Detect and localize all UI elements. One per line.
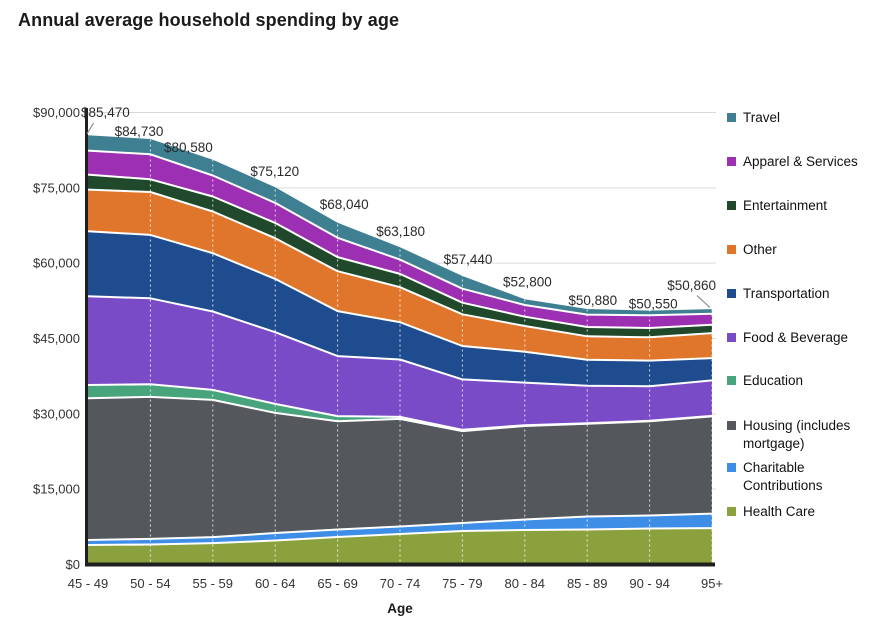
area-series-housing-includes-mortgage [88,396,712,540]
x-tick-label: 70 - 74 [380,576,420,591]
total-annotation: $50,860 [667,278,716,293]
total-annotation: $52,800 [503,274,552,289]
x-tick-label: 60 - 64 [255,576,295,591]
legend-item-education: Education [727,372,873,390]
chart-title: Annual average household spending by age [18,10,400,30]
axes [85,108,715,567]
y-tick-label: $75,000 [33,180,80,195]
legend-swatch-health-care [727,507,736,516]
legend-swatch-other [727,245,736,254]
x-axis-tick-labels: 45 - 49 50 - 54 55 - 59 60 - 64 65 - 69 70 - … [68,576,723,591]
y-tick-label: $60,000 [33,256,80,271]
total-annotation: $57,440 [444,252,493,267]
total-annotation: $50,550 [629,297,678,312]
total-annotation: $75,120 [250,164,299,179]
legend-swatch-food-beverage [727,333,736,342]
legend-item-entertainment: Entertainment [727,197,873,215]
legend-label: Entertainment [743,198,828,213]
legend-label: Other [743,242,777,257]
total-annotation: $84,730 [115,124,164,139]
total-annotation: $63,180 [376,224,425,239]
legend-swatch-transportation [727,289,736,298]
legend-item-housing-includes-mortgage: Housing (includes mortgage) [727,417,873,453]
legend-item-transportation: Transportation [727,285,873,303]
legend-item-other: Other [727,241,873,259]
legend-swatch-housing-includes-mortgage [727,421,736,430]
legend-label: Housing (includes mortgage) [743,418,851,451]
y-tick-label: $90,000 [33,105,80,120]
area-series-education [88,384,712,432]
total-annotation: $50,880 [568,293,617,308]
series-separator [87,230,713,362]
area-series-transportation [88,231,712,387]
total-annotation: $68,040 [320,197,369,212]
total-annotations: $85,470 $84,730$80,580 $75,120 $68,040 $63,1… [81,105,716,312]
x-tick-label: 85 - 89 [567,576,607,591]
legend-item-health-care: Health Care [727,503,873,521]
legend-item-travel: Travel [727,109,873,127]
legend-item-food-beverage: Food & Beverage [727,329,873,347]
annotation-leader-line [86,122,95,135]
annotation-leader-line [696,295,711,309]
x-tick-label: 65 - 69 [317,576,357,591]
area-series-other [88,189,712,361]
total-annotation: $80,580 [164,140,213,155]
x-tick-label: 80 - 84 [505,576,545,591]
series-separator [87,383,713,431]
legend-swatch-travel [727,113,736,122]
area-series-entertainment [88,174,712,338]
legend-item-apparel-services: Apparel & Services [727,153,873,171]
y-tick-label: $15,000 [33,482,80,497]
x-tick-label: 55 - 59 [193,576,233,591]
legend-label: Transportation [743,286,830,301]
legend-label: Apparel & Services [743,154,858,169]
legend-label: Education [743,373,804,388]
y-tick-label: $45,000 [33,331,80,346]
x-tick-label: 95+ [701,576,723,591]
series-separator [87,188,713,339]
x-tick-label: 50 - 54 [130,576,170,591]
legend-swatch-charitable-contributions [727,463,736,472]
legend: Travel Apparel & Services Entertainment Oth… [727,0,892,631]
y-axis-tick-labels: $90,000 $75,000 $60,000 $45,000 $30,000 $15,0… [33,105,80,572]
x-tick-label: 90 - 94 [629,576,669,591]
area-series-travel [88,135,712,316]
legend-swatch-entertainment [727,201,736,210]
legend-label: Travel [743,110,781,125]
area-series-apparel-services [88,150,712,328]
x-tick-label: 75 - 79 [442,576,482,591]
x-tick-label: 45 - 49 [68,576,108,591]
y-tick-label: $0 [66,557,80,572]
y-tick-label: $30,000 [33,406,80,421]
series-separator [87,173,713,329]
total-annotation: $85,470 [81,105,130,120]
legend-swatch-apparel-services [727,157,736,166]
legend-item-charitable-contributions: Charitable Contributions [727,459,873,495]
legend-label: Health Care [743,504,816,519]
legend-label: Charitable Contributions [743,460,823,493]
legend-swatch-education [727,376,736,385]
legend-label: Food & Beverage [743,330,849,345]
x-axis-title: Age [387,601,413,616]
series-separator [87,527,713,546]
area-series-charitable-contributions [88,513,712,545]
